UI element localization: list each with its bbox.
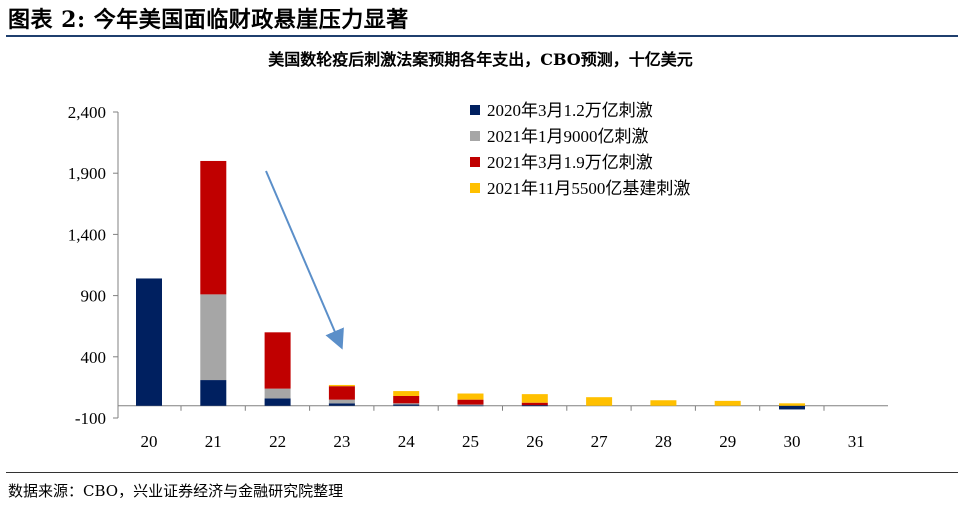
x-tick-label: 21 — [205, 432, 222, 451]
x-tick-label: 22 — [269, 432, 286, 451]
x-tick-label: 28 — [655, 432, 672, 451]
source-note: 数据来源：CBO，兴业证券经济与金融研究院整理 — [8, 482, 344, 500]
x-tick-label: 31 — [848, 432, 865, 451]
chart-title: 美国数轮疫后刺激法案预期各年支出，CBO预测，十亿美元 — [268, 50, 693, 69]
bar-segment — [457, 404, 484, 406]
chart-legend: 2020年3月1.2万亿刺激 2021年1月9000亿刺激 2021年3月1.9万亿… — [470, 101, 690, 198]
x-tick-label: 23 — [333, 432, 350, 451]
bar-segment — [328, 386, 355, 400]
x-tick-label: 29 — [719, 432, 736, 451]
bar-segment — [200, 294, 227, 381]
legend-swatch — [470, 183, 480, 193]
bar-segment — [457, 393, 484, 400]
stacked-bar-chart: -100 400 900 1,400 1,900 2,400 20 21 22 23 24 25 26 2… — [68, 101, 888, 451]
bar-segment — [264, 388, 291, 399]
bar-segment — [328, 384, 355, 387]
bar-segment — [328, 399, 355, 404]
legend-label: 2020年3月1.2万亿刺激 — [487, 101, 653, 120]
y-tick-label: 1,900 — [68, 164, 106, 183]
bar-segment — [650, 400, 677, 406]
trend-arrow — [265, 170, 344, 350]
y-tick-label: 1,400 — [68, 225, 106, 244]
chart-bars — [136, 160, 805, 410]
footer-divider — [6, 472, 958, 473]
bar-segment — [714, 400, 741, 406]
legend-swatch — [470, 105, 480, 115]
legend-swatch — [470, 131, 480, 141]
legend-label: 2021年1月9000亿刺激 — [487, 127, 649, 146]
x-tick-label: 20 — [141, 432, 158, 451]
bar-segment — [328, 403, 355, 406]
bar-segment — [457, 405, 484, 407]
x-tick-label: 26 — [526, 432, 543, 451]
bar-segment — [586, 397, 613, 406]
legend-label: 2021年11月5500亿基建刺激 — [487, 179, 690, 198]
x-tick-label: 25 — [462, 432, 479, 451]
x-tick-label: 24 — [398, 432, 416, 451]
x-tick-label: 27 — [591, 432, 609, 451]
bar-segment — [136, 278, 162, 406]
header-divider — [6, 35, 958, 37]
bar-segment — [393, 403, 420, 405]
bar-segment — [521, 402, 548, 406]
bar-segment — [264, 332, 291, 389]
bar-segment — [779, 403, 805, 406]
bar-segment — [393, 404, 420, 406]
bar-segment — [779, 405, 805, 410]
bar-segment — [200, 380, 227, 406]
bar-segment — [521, 394, 548, 403]
legend-label: 2021年3月1.9万亿刺激 — [487, 153, 653, 172]
y-tick-label: 900 — [81, 287, 107, 306]
chart-axes — [113, 111, 888, 419]
bar-segment — [200, 160, 227, 295]
bar-segment — [264, 398, 291, 406]
y-tick-label: 400 — [81, 348, 107, 367]
legend-swatch — [470, 157, 480, 167]
bar-segment — [393, 391, 420, 396]
bar-segment — [521, 405, 548, 407]
y-tick-label: 2,400 — [68, 103, 106, 122]
chart-tick-labels: -100 400 900 1,400 1,900 2,400 20 21 22 23 24 25 26 2… — [68, 103, 865, 451]
x-tick-label: 30 — [784, 432, 801, 451]
page-title: 图表 2: 今年美国面临财政悬崖压力显著 — [8, 7, 409, 33]
y-tick-label: -100 — [75, 409, 106, 428]
bar-segment — [457, 399, 484, 405]
bar-segment — [393, 395, 420, 404]
